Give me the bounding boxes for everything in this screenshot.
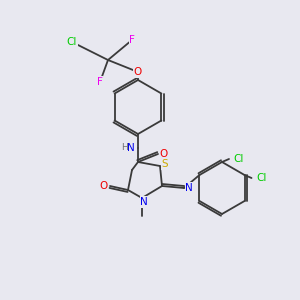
- Text: Cl: Cl: [256, 173, 267, 183]
- Text: F: F: [129, 35, 135, 45]
- Text: N: N: [140, 197, 148, 207]
- Text: Cl: Cl: [67, 37, 77, 47]
- Text: H: H: [121, 142, 128, 152]
- Text: S: S: [162, 159, 168, 169]
- Text: O: O: [99, 181, 107, 191]
- Text: O: O: [134, 67, 142, 77]
- Text: O: O: [160, 149, 168, 159]
- Text: N: N: [185, 183, 193, 193]
- Text: Cl: Cl: [234, 154, 244, 164]
- Text: N: N: [127, 143, 135, 153]
- Text: F: F: [97, 77, 103, 87]
